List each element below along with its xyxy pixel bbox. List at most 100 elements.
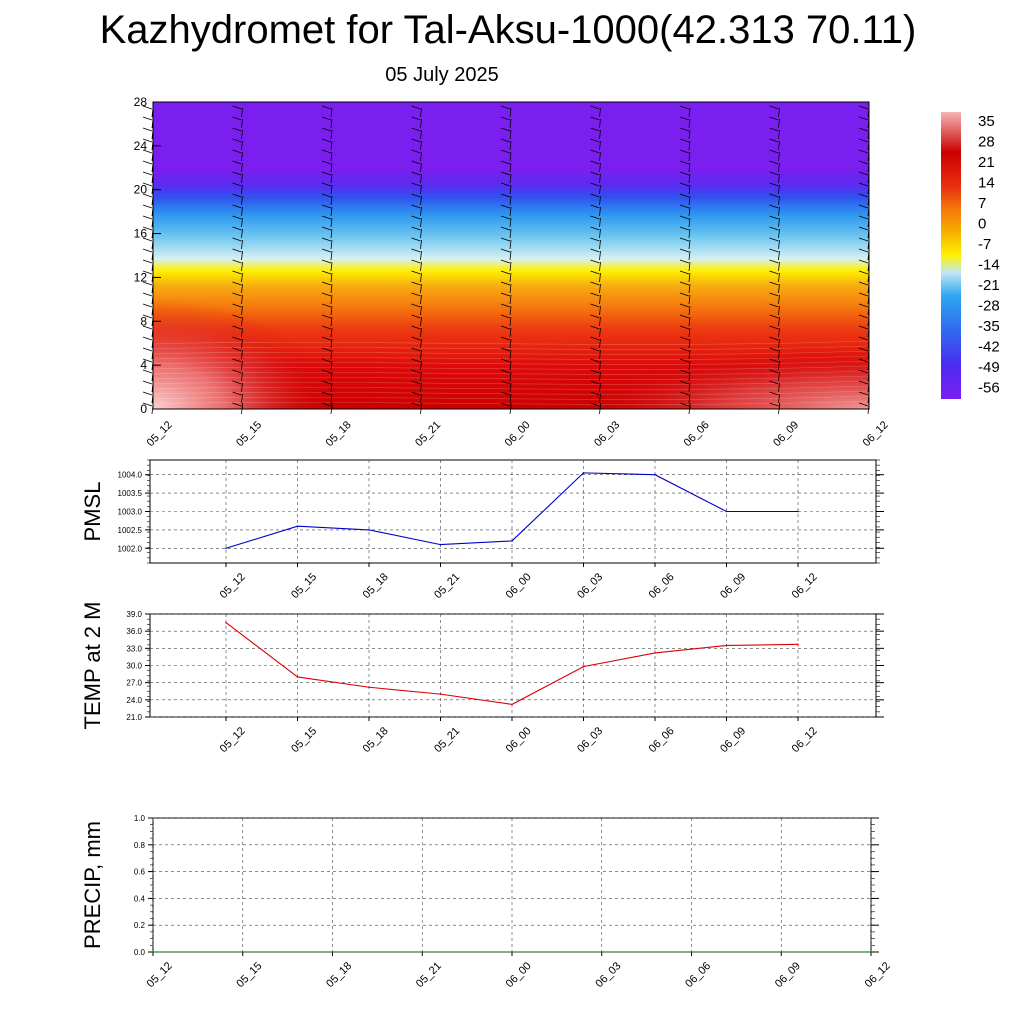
wind-barb [778, 107, 780, 118]
wind-barb-flag [590, 259, 600, 264]
y-tick-label: 8 [140, 314, 147, 328]
wind-barb [688, 316, 691, 327]
wind-barb [688, 261, 691, 272]
wind-barb [420, 360, 422, 371]
wind-barb [599, 118, 601, 129]
wind-barb [599, 371, 601, 382]
wind-barb-flag [679, 358, 690, 363]
wind-barb-flag [769, 116, 779, 121]
wind-barb-flag [232, 347, 242, 352]
wind-barb [241, 118, 243, 129]
x-tick-label: 06_03 [593, 960, 623, 990]
colorbar: 35 28 21 14 7 0 -7 -14 -21 -28 -35 -42 -49 -56 [941, 112, 1000, 399]
wind-barb-flag [500, 270, 511, 275]
page-title: Kazhydromet for Tal-Aksu-1000(42.313 70.… [99, 8, 917, 52]
x-tick-label: 05_21 [414, 960, 444, 990]
wind-barb-flag [858, 248, 869, 253]
wind-barb-flag [769, 270, 779, 275]
wind-barb-flag [232, 171, 242, 176]
wind-barb-flag [142, 160, 153, 165]
wind-barb-flag [232, 259, 242, 264]
x-tick-label: 05_18 [361, 571, 391, 601]
x-tick-label: 06_12 [863, 960, 893, 990]
wind-barb [509, 151, 512, 162]
wind-barb-flag [679, 105, 690, 110]
data-point [225, 621, 227, 624]
colorbar-tick-label: 21 [978, 154, 995, 171]
wind-barb-flag [679, 259, 690, 264]
wind-barb-flag [232, 138, 242, 143]
wind-barb-flag [232, 380, 242, 385]
wind-barb [509, 195, 512, 206]
wind-barb [778, 173, 780, 184]
wind-barb [509, 206, 512, 217]
wind-barb-flag [590, 402, 600, 407]
wind-barb-flag [679, 303, 690, 308]
wind-barb [509, 184, 512, 195]
wind-barb-flag [321, 193, 332, 198]
wind-barb [599, 228, 601, 239]
wind-barb [241, 151, 243, 162]
wind-barb [599, 206, 601, 217]
y-axis-label: PRECIP, mm [80, 821, 105, 949]
wind-barb [241, 250, 243, 261]
x-tick-label: 05_15 [234, 419, 264, 449]
wind-barb [330, 239, 333, 250]
wind-barb [241, 283, 243, 294]
wind-barb [509, 272, 512, 283]
wind-barb [778, 338, 780, 349]
wind-barb [241, 305, 243, 316]
wind-barb-flag [500, 237, 511, 242]
wind-barb [599, 393, 601, 404]
wind-barb-flag [679, 281, 690, 286]
wind-barb-flag [142, 358, 153, 363]
wind-barb [241, 327, 243, 338]
chart-subtitle-date: 05 July 2025 [385, 64, 499, 86]
wind-barb-flag [411, 215, 421, 220]
wind-barb-flag [590, 149, 600, 154]
y-tick-label: 16 [134, 227, 148, 241]
wind-barb-flag [590, 369, 600, 374]
wind-barb [330, 151, 333, 162]
wind-barb-flag [321, 105, 332, 110]
wind-barb [420, 195, 422, 206]
wind-barb-flag [500, 402, 511, 407]
wind-barb [778, 184, 780, 195]
wind-barb [509, 349, 512, 360]
wind-barb-flag [858, 303, 869, 308]
wind-barb-flag [232, 292, 242, 297]
wind-barb-flag [500, 193, 511, 198]
wind-barb [241, 349, 243, 360]
wind-barb [330, 217, 333, 228]
wind-barb-flag [500, 116, 511, 121]
y-tick-label: 0.8 [134, 841, 146, 850]
wind-barb-flag [679, 270, 690, 275]
wind-barb [688, 140, 691, 151]
wind-barb-flag [411, 259, 421, 264]
wind-barb-flag [500, 204, 511, 209]
wind-barb [688, 151, 691, 162]
wind-barb-flag [142, 182, 153, 187]
y-tick-label: 33.0 [126, 644, 142, 653]
wind-barb-flag [590, 391, 600, 396]
wind-barb-flag [769, 336, 779, 341]
wind-barb [599, 184, 601, 195]
contour-line [152, 390, 870, 395]
wind-barb [330, 129, 333, 140]
wind-barb-flag [590, 325, 600, 330]
wind-barb-flag [500, 138, 511, 143]
wind-barb [241, 217, 243, 228]
wind-barb-flag [590, 270, 600, 275]
wind-barb-flag [769, 402, 779, 407]
wind-barb [509, 217, 512, 228]
wind-barb-flag [321, 248, 332, 253]
wind-barb-flag [769, 138, 779, 143]
wind-barb-flag [321, 325, 332, 330]
wind-barb-flag [858, 325, 869, 330]
wind-barb [330, 250, 333, 261]
wind-barb-flag [858, 391, 869, 396]
wind-barb [688, 118, 691, 129]
wind-barb-flag [858, 149, 869, 154]
y-tick-label: 24 [134, 139, 148, 153]
wind-barb [420, 239, 422, 250]
